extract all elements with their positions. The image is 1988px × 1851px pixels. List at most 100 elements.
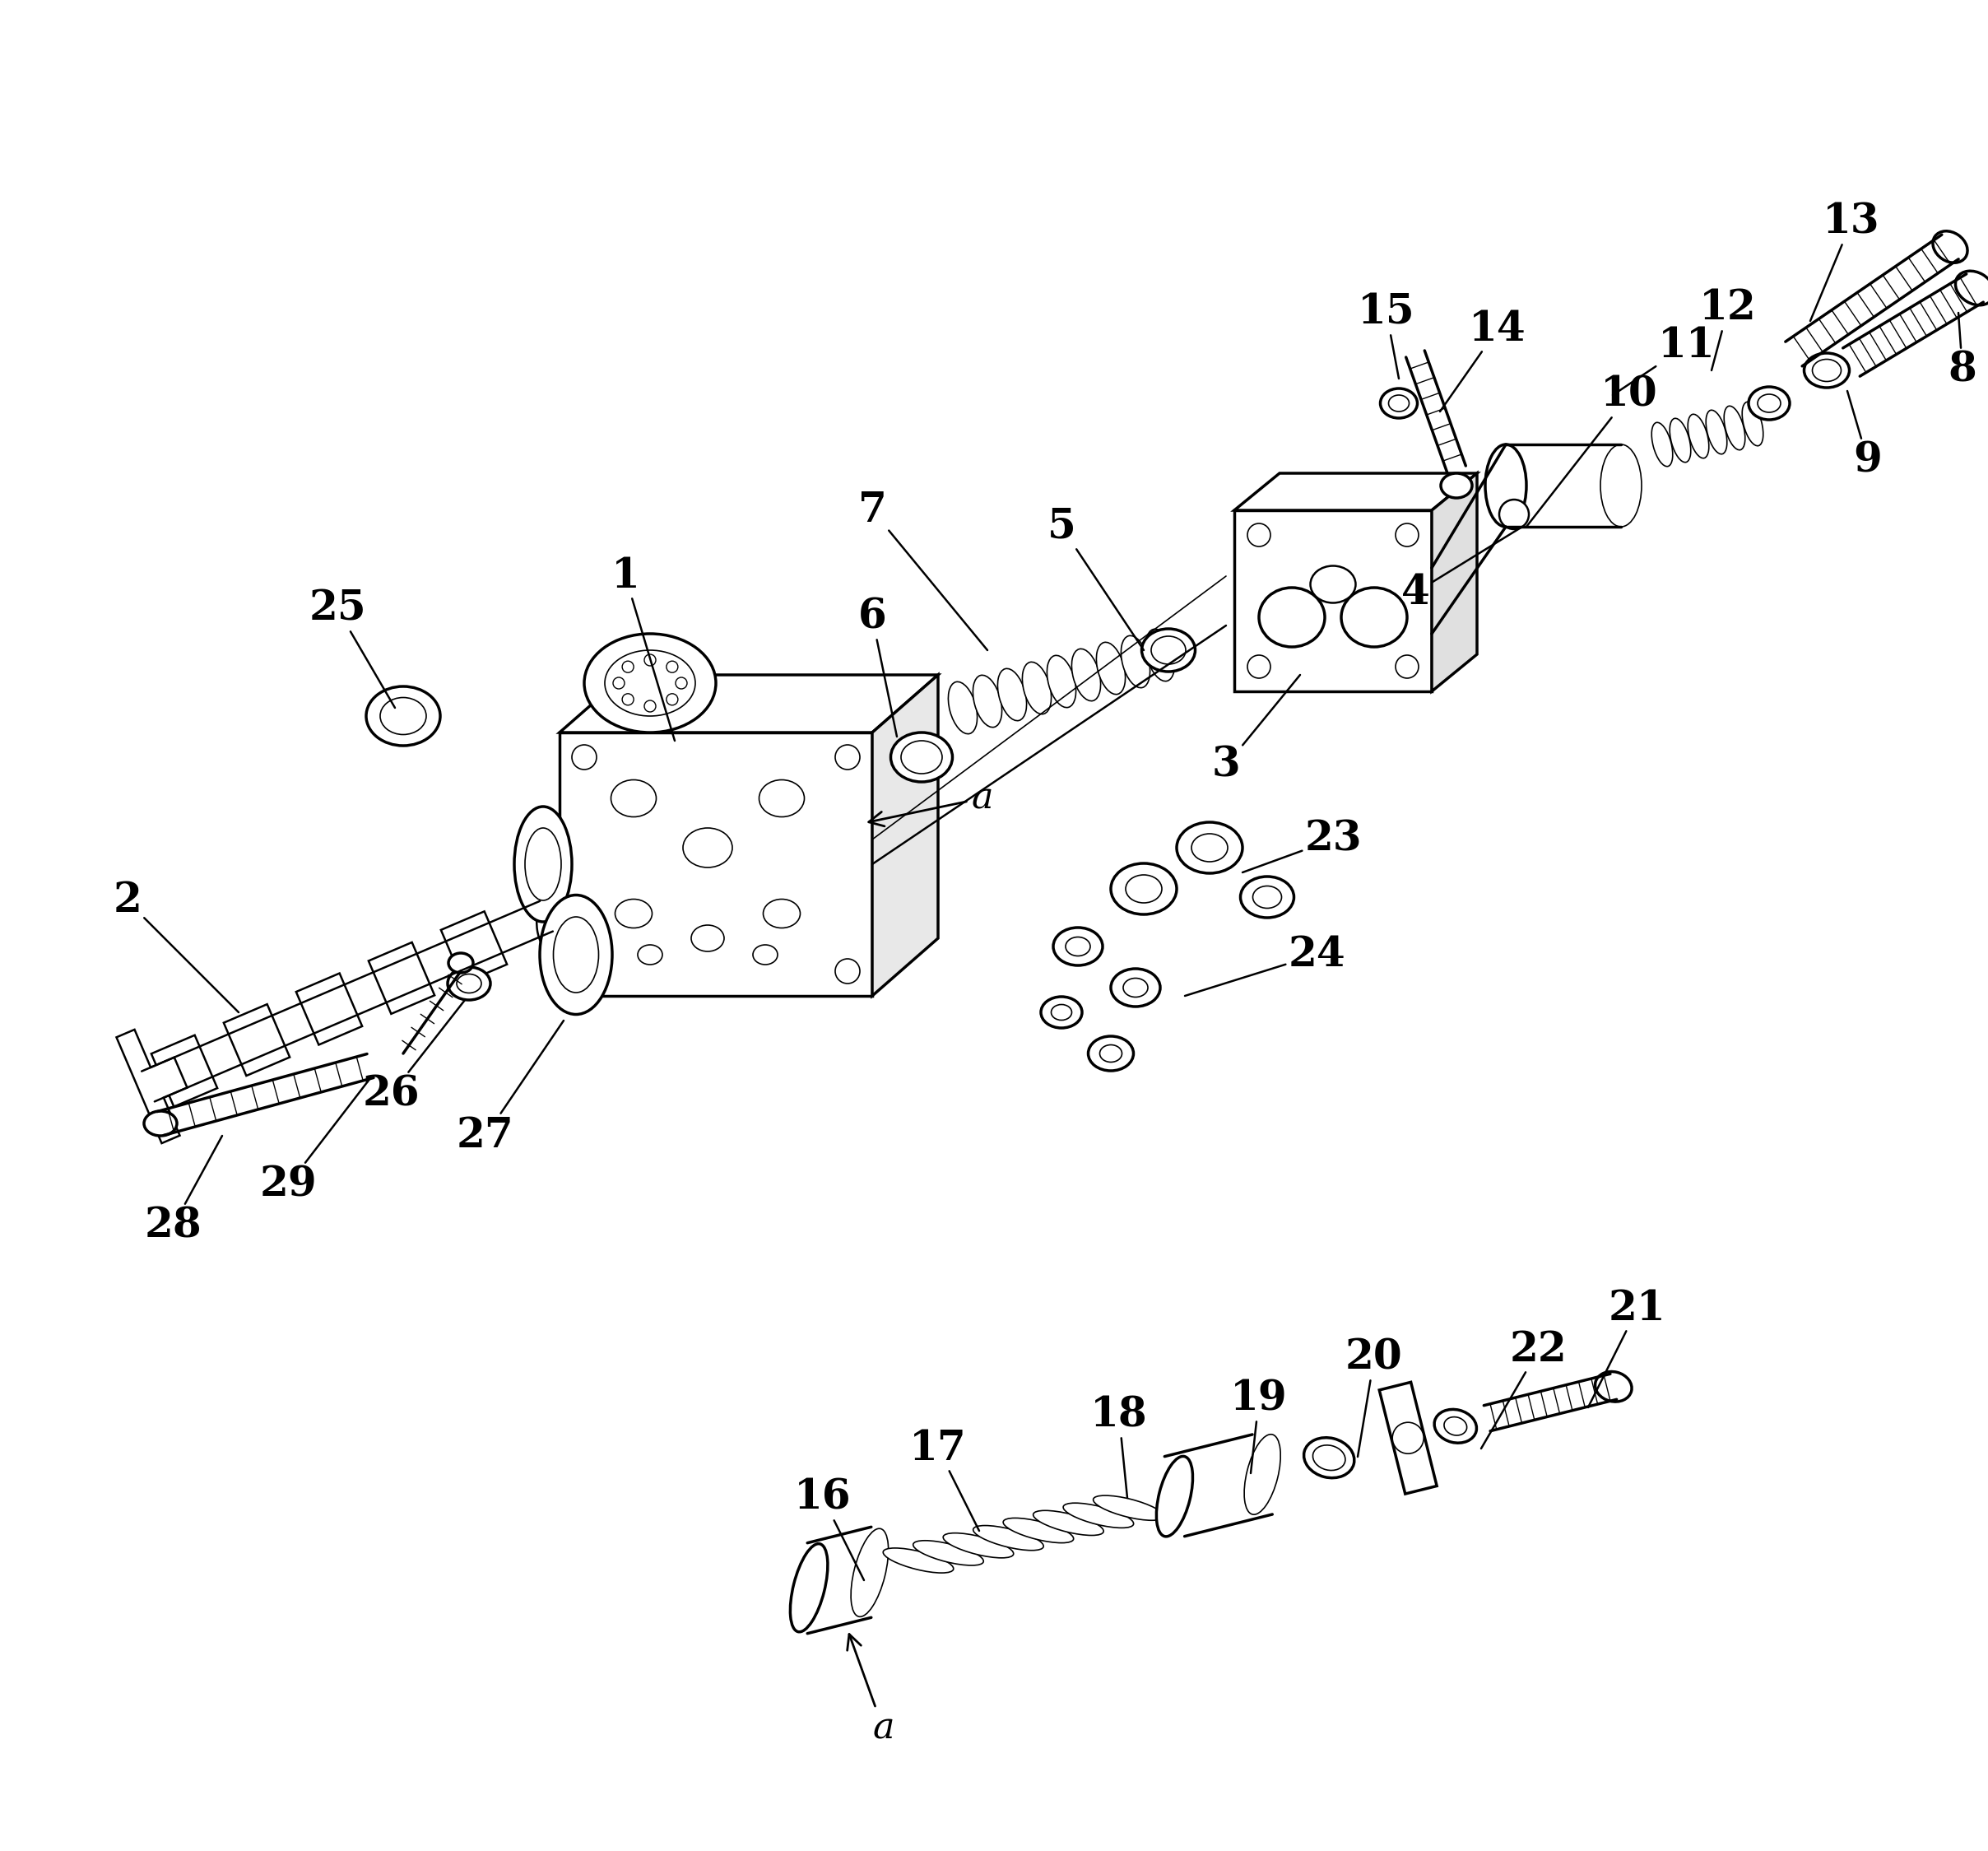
Ellipse shape	[891, 733, 952, 781]
Ellipse shape	[553, 916, 598, 992]
Ellipse shape	[1594, 1372, 1632, 1401]
Ellipse shape	[1157, 1457, 1193, 1536]
Ellipse shape	[1304, 1438, 1354, 1477]
Ellipse shape	[1034, 1510, 1103, 1534]
Ellipse shape	[1688, 415, 1710, 459]
Ellipse shape	[1706, 411, 1728, 453]
Ellipse shape	[1956, 270, 1988, 305]
Circle shape	[676, 677, 688, 689]
Text: 21: 21	[1588, 1288, 1666, 1407]
Ellipse shape	[1600, 444, 1642, 528]
Polygon shape	[117, 1029, 187, 1144]
Ellipse shape	[1177, 822, 1242, 874]
Text: 25: 25	[308, 589, 396, 707]
Ellipse shape	[1093, 1496, 1163, 1520]
Ellipse shape	[912, 1540, 984, 1566]
Circle shape	[835, 959, 861, 983]
Ellipse shape	[1087, 1037, 1133, 1070]
Ellipse shape	[684, 827, 732, 868]
Ellipse shape	[1241, 877, 1294, 918]
Ellipse shape	[1670, 418, 1690, 463]
Text: 3: 3	[1213, 676, 1300, 785]
Ellipse shape	[1054, 927, 1103, 966]
Ellipse shape	[1064, 1503, 1133, 1527]
Ellipse shape	[1803, 354, 1849, 387]
Ellipse shape	[1485, 444, 1527, 528]
Ellipse shape	[1052, 1005, 1072, 1020]
Circle shape	[622, 694, 634, 705]
Ellipse shape	[598, 879, 622, 900]
Text: 6: 6	[859, 598, 897, 737]
Ellipse shape	[851, 1529, 889, 1616]
Ellipse shape	[1111, 863, 1177, 914]
Polygon shape	[559, 676, 938, 733]
Ellipse shape	[1099, 1044, 1121, 1062]
Ellipse shape	[610, 779, 656, 816]
Text: 5: 5	[1048, 507, 1143, 650]
Polygon shape	[1380, 1383, 1437, 1494]
Ellipse shape	[1433, 1409, 1477, 1444]
Polygon shape	[1431, 474, 1477, 690]
Ellipse shape	[1380, 389, 1417, 418]
Circle shape	[666, 694, 678, 705]
Ellipse shape	[584, 633, 716, 733]
Ellipse shape	[449, 953, 473, 974]
Text: 24: 24	[1185, 935, 1346, 996]
Text: 11: 11	[1612, 326, 1716, 394]
Text: 29: 29	[258, 1077, 370, 1205]
Text: 2: 2	[113, 881, 239, 1012]
Polygon shape	[225, 1005, 290, 1075]
Ellipse shape	[1443, 1416, 1467, 1435]
Circle shape	[644, 700, 656, 713]
Text: 10: 10	[1527, 376, 1658, 528]
Ellipse shape	[1757, 394, 1781, 413]
Ellipse shape	[998, 668, 1026, 720]
Polygon shape	[1235, 511, 1431, 690]
Polygon shape	[296, 974, 362, 1044]
Ellipse shape	[1252, 887, 1282, 909]
Ellipse shape	[1312, 1446, 1346, 1470]
Ellipse shape	[1749, 387, 1789, 420]
Text: 17: 17	[909, 1429, 980, 1531]
Ellipse shape	[1022, 663, 1052, 714]
Ellipse shape	[525, 827, 561, 900]
Ellipse shape	[537, 853, 610, 955]
Ellipse shape	[1066, 937, 1089, 955]
Ellipse shape	[638, 944, 662, 964]
Ellipse shape	[1111, 968, 1161, 1007]
Ellipse shape	[1441, 474, 1471, 498]
Text: 26: 26	[362, 1000, 465, 1114]
Ellipse shape	[753, 944, 777, 964]
Text: 20: 20	[1346, 1338, 1404, 1457]
Polygon shape	[1235, 474, 1477, 511]
Ellipse shape	[1244, 1435, 1280, 1514]
Circle shape	[644, 653, 656, 666]
Ellipse shape	[1141, 629, 1195, 672]
Ellipse shape	[1392, 1422, 1423, 1453]
Text: 8: 8	[1948, 313, 1976, 391]
Text: 1: 1	[610, 555, 674, 740]
Circle shape	[1246, 655, 1270, 677]
Text: 12: 12	[1700, 289, 1757, 370]
Text: 18: 18	[1091, 1396, 1147, 1497]
Circle shape	[622, 661, 634, 672]
Ellipse shape	[614, 900, 652, 927]
Ellipse shape	[1042, 996, 1081, 1027]
Ellipse shape	[1258, 587, 1324, 646]
Ellipse shape	[551, 872, 596, 938]
Polygon shape	[873, 676, 938, 996]
Ellipse shape	[1724, 405, 1745, 450]
Ellipse shape	[588, 872, 632, 907]
Text: 16: 16	[793, 1477, 865, 1581]
Text: 9: 9	[1847, 391, 1883, 481]
Ellipse shape	[1191, 833, 1229, 863]
Circle shape	[1499, 500, 1529, 529]
Ellipse shape	[972, 676, 1002, 727]
Ellipse shape	[1342, 587, 1408, 646]
Ellipse shape	[515, 807, 573, 922]
Ellipse shape	[901, 740, 942, 774]
Text: 13: 13	[1811, 202, 1881, 320]
Circle shape	[612, 677, 624, 689]
Circle shape	[573, 744, 596, 770]
Polygon shape	[441, 911, 507, 983]
